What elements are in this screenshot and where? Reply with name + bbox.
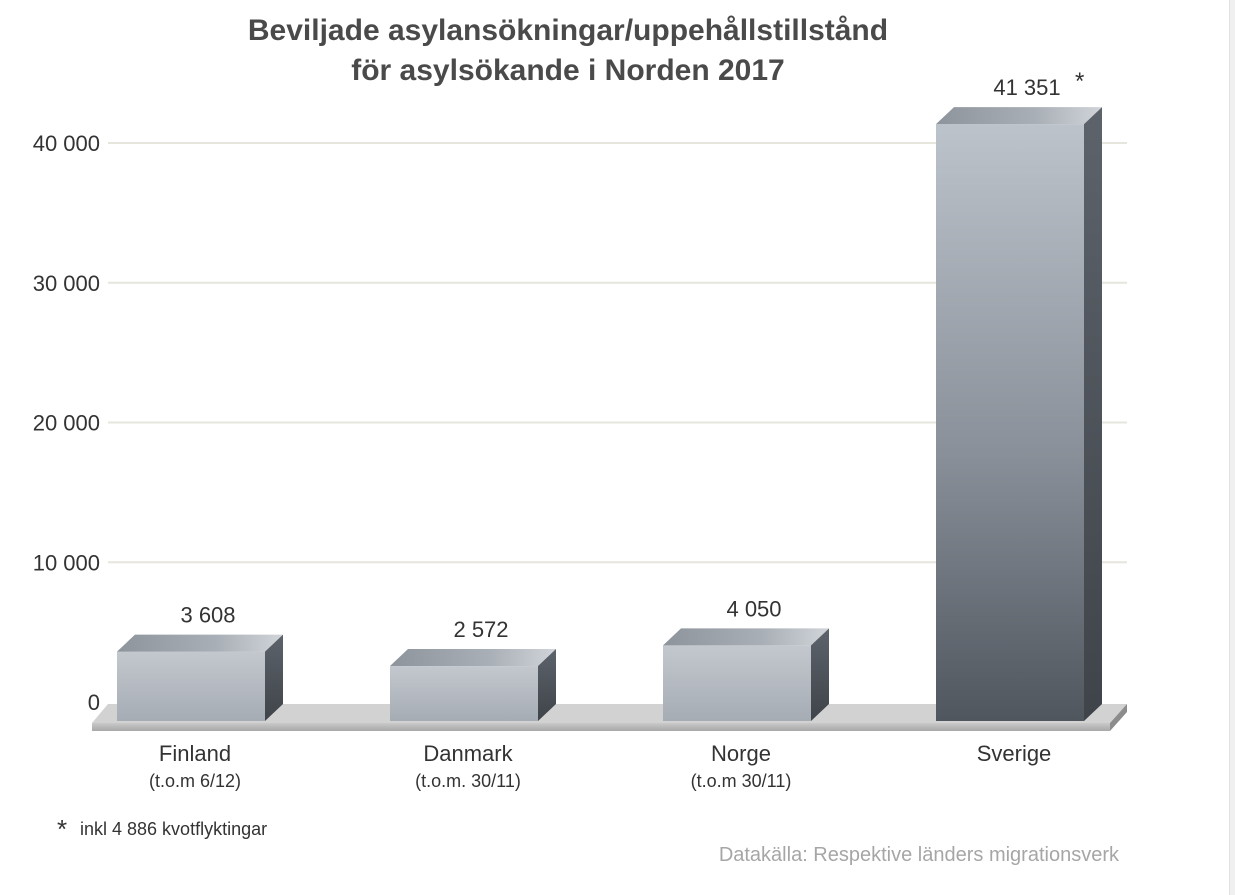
bar <box>936 124 1084 722</box>
bar-top <box>936 107 1102 125</box>
bar <box>663 645 811 721</box>
bars: 3 608 2 572 4 050 41 351 * <box>117 68 1102 722</box>
data-source: Datakälla: Respektive länders migrations… <box>719 844 1120 866</box>
x-tick-note: (t.o.m 30/11) <box>691 771 792 791</box>
y-tick-label: 10 000 <box>33 550 100 575</box>
data-label: 4 050 <box>726 596 781 621</box>
x-tick-label: Finland <box>159 741 231 766</box>
bar <box>117 651 265 721</box>
floor-front <box>92 723 1110 731</box>
footnote-marker: * <box>57 814 67 844</box>
bar <box>390 666 538 721</box>
y-tick-label: 20 000 <box>33 411 100 436</box>
data-label: 2 572 <box>453 617 508 642</box>
data-label-marker: * <box>1075 68 1084 95</box>
x-tick-note: (t.o.m. 30/11) <box>415 771 521 791</box>
x-tick-label: Norge <box>711 741 771 766</box>
data-label: 3 608 <box>180 603 235 628</box>
y-tick-label: 0 <box>88 690 100 715</box>
bar-top <box>663 628 829 646</box>
x-tick-label: Danmark <box>423 741 513 766</box>
chart-title-line-1: Beviljade asylansökningar/uppehållstills… <box>248 14 888 47</box>
x-tick-note: (t.o.m 6/12) <box>149 771 241 791</box>
x-tick-label: Sverige <box>977 741 1052 766</box>
footnote: inkl 4 886 kvotflyktingar <box>80 819 267 839</box>
y-tick-label: 30 000 <box>33 271 100 296</box>
y-tick-label: 40 000 <box>33 131 100 156</box>
y-axis: 0 10 000 20 000 30 000 40 000 <box>33 131 100 715</box>
bar-side <box>1084 107 1102 722</box>
bar-side <box>538 649 556 721</box>
right-panel-edge <box>1229 0 1235 895</box>
floor-top <box>92 704 1127 723</box>
floor-side <box>1110 704 1127 731</box>
data-label: 41 351 <box>993 75 1060 100</box>
chart-title-line-2: för asylsökande i Norden 2017 <box>351 54 785 87</box>
bar-top <box>390 649 556 667</box>
bar-top <box>117 634 283 652</box>
bar-side <box>265 634 283 721</box>
bar-side <box>811 628 829 721</box>
chart-floor <box>92 704 1127 731</box>
x-axis: Finland (t.o.m 6/12) Danmark (t.o.m. 30/11)… <box>149 741 1051 791</box>
